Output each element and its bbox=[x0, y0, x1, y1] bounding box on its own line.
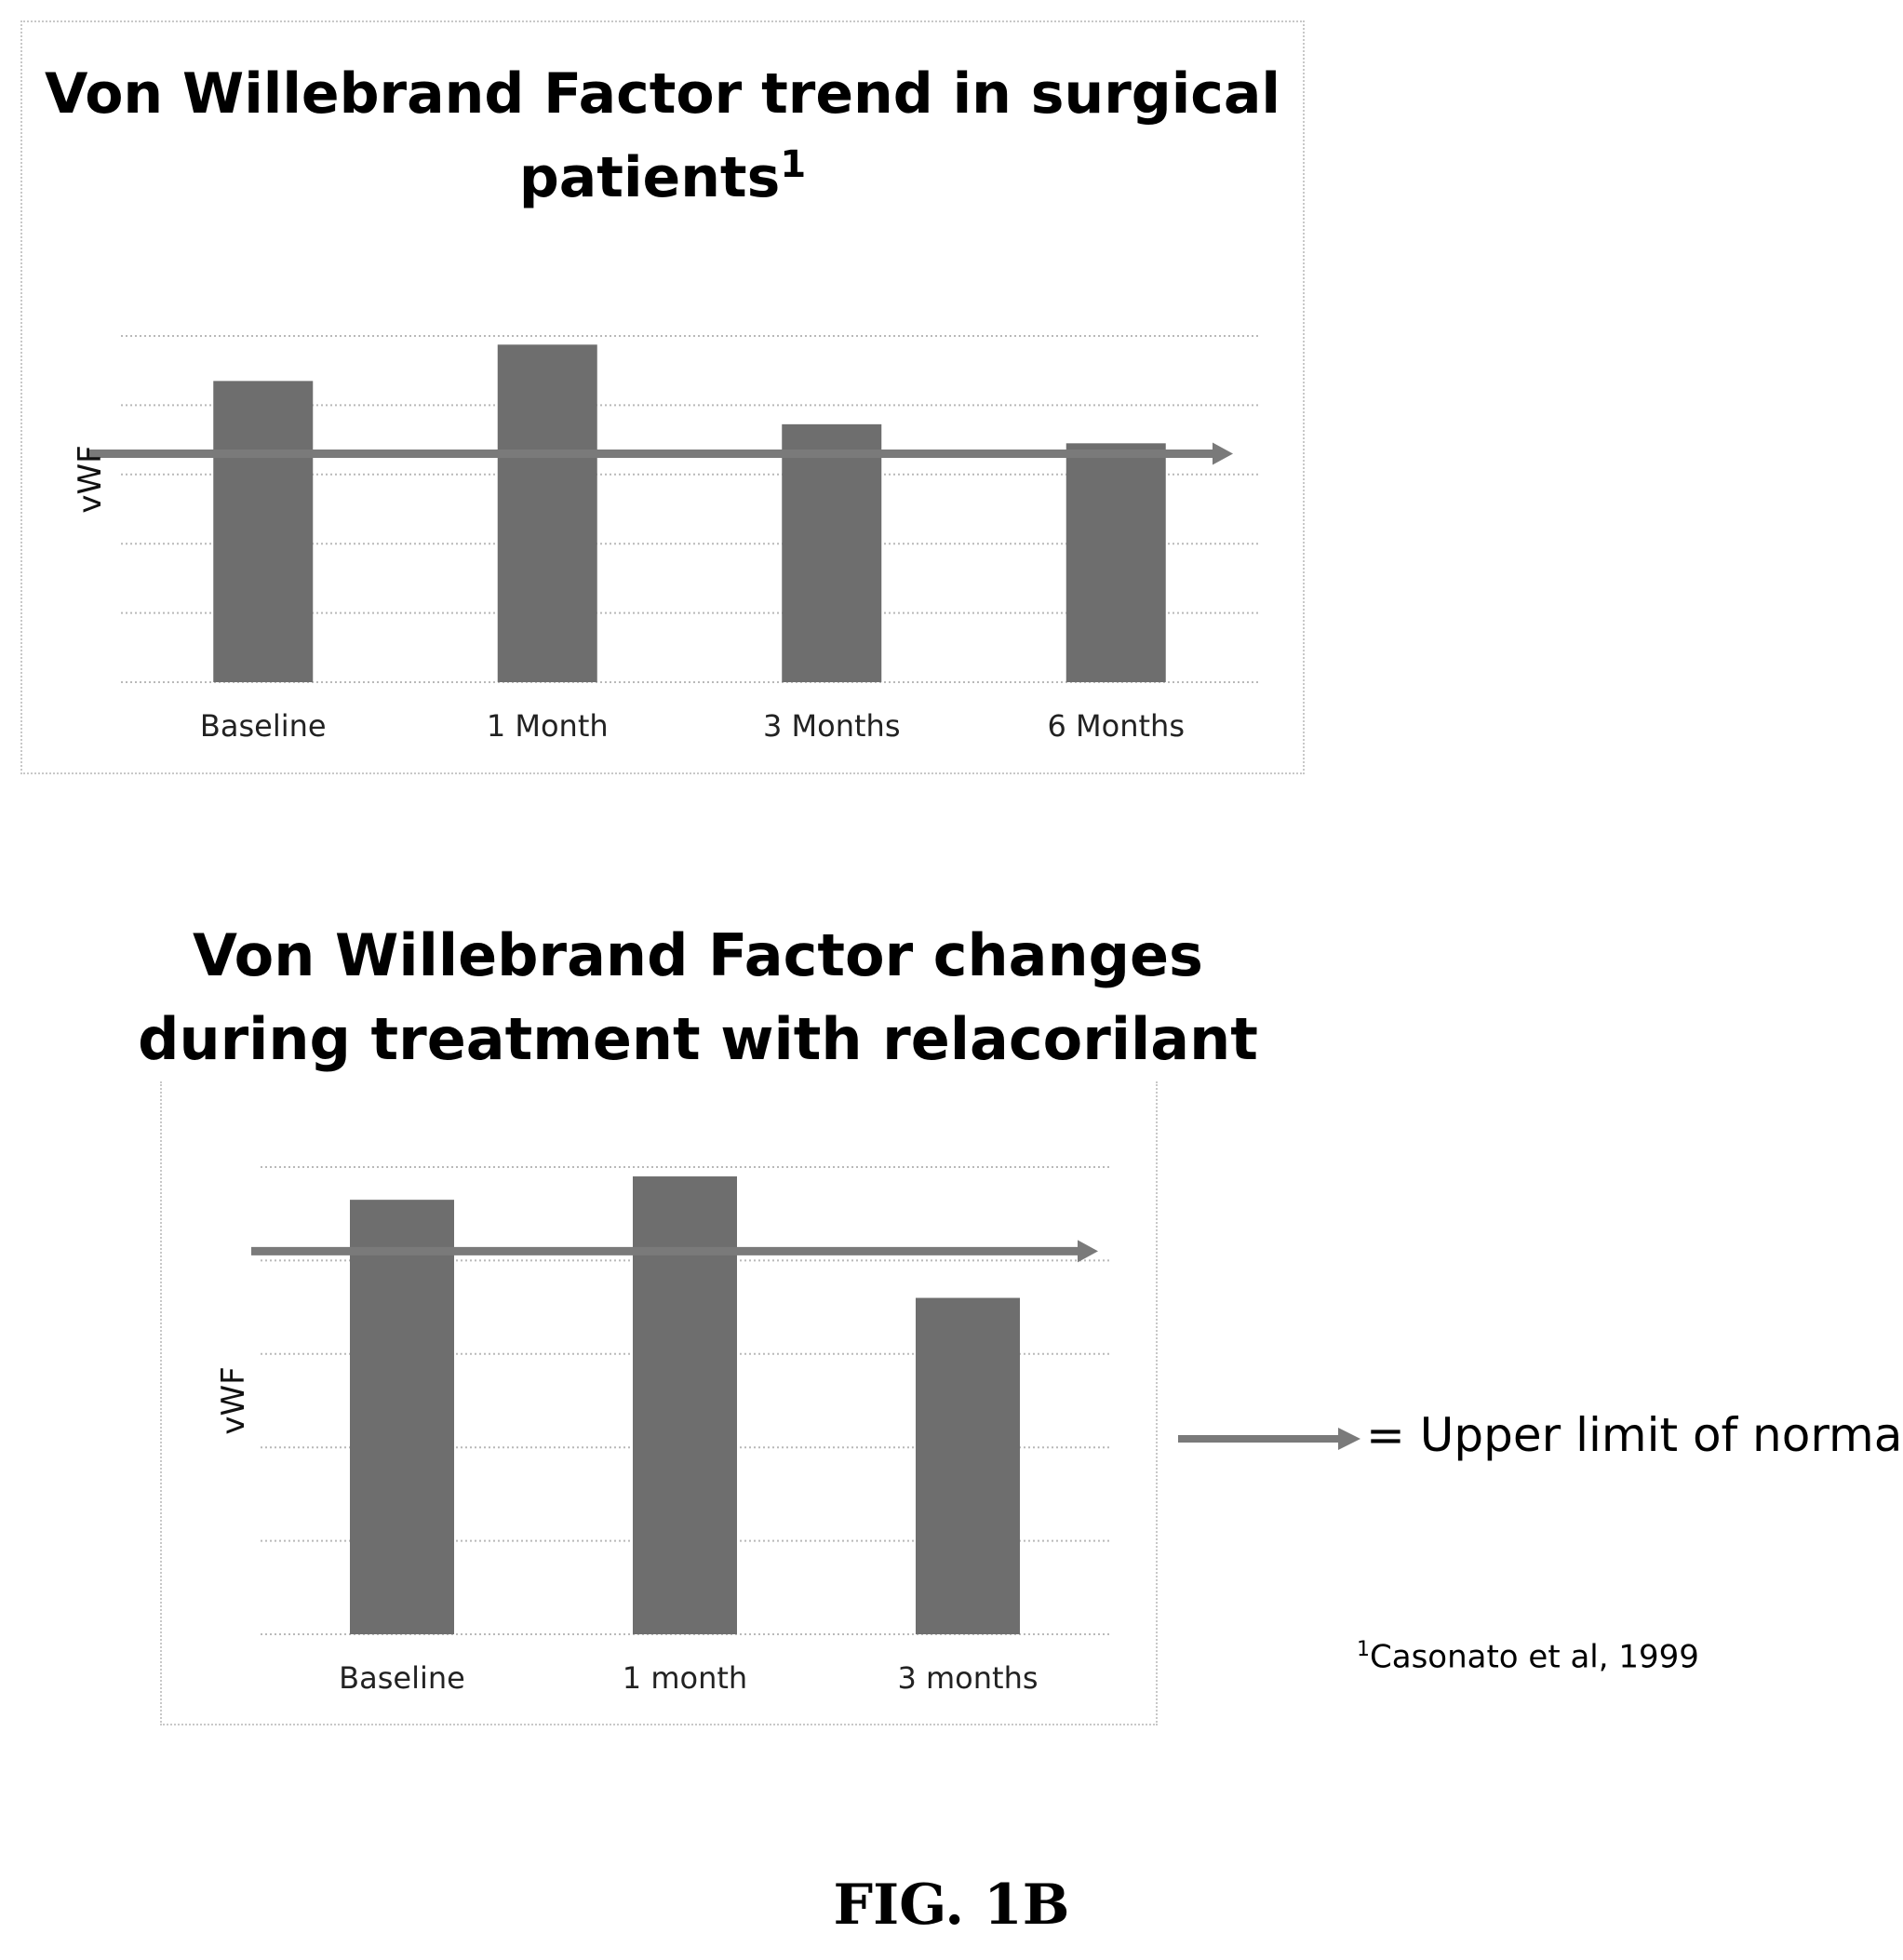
chart-title-superscript: 1 bbox=[780, 143, 807, 186]
x-tick-label: 3 months bbox=[897, 1660, 1038, 1696]
x-tick-label: 1 Month bbox=[487, 708, 609, 744]
figure-label: FIG. 1B bbox=[833, 1873, 1070, 1938]
bar-3-months bbox=[782, 423, 882, 682]
bar-baseline bbox=[213, 381, 314, 682]
bar-3-months bbox=[916, 1297, 1020, 1634]
chart-panel-surgical bbox=[20, 20, 1305, 774]
footnote-marker: 1 bbox=[1357, 1638, 1370, 1661]
bar-6-months bbox=[1065, 443, 1166, 682]
y-axis-label: vWF bbox=[72, 445, 109, 513]
bar-1-month bbox=[633, 1176, 737, 1634]
legend bbox=[1178, 1428, 1360, 1450]
footnote-text: Casonato et al, 1999 bbox=[1370, 1638, 1699, 1676]
x-tick-label: 6 Months bbox=[1048, 708, 1186, 744]
arrow-right-icon bbox=[1213, 442, 1233, 465]
x-tick-label: 1 month bbox=[623, 1660, 747, 1696]
bar-baseline bbox=[350, 1200, 454, 1634]
footnote: 1Casonato et al, 1999 bbox=[1357, 1638, 1699, 1675]
arrow-right-icon bbox=[1078, 1240, 1098, 1263]
arrow-right-icon bbox=[1178, 1428, 1360, 1450]
chart-title-surgical-text: Von Willebrand Factor trend in surgical … bbox=[45, 61, 1280, 210]
chart-title-surgical: Von Willebrand Factor trend in surgical … bbox=[20, 52, 1305, 220]
chart-title-relacorilant: Von Willebrand Factor changes during tre… bbox=[138, 921, 1258, 1073]
x-tick-label: Baseline bbox=[339, 1660, 465, 1696]
bar-1-month bbox=[497, 344, 597, 682]
x-tick-label: Baseline bbox=[200, 708, 327, 744]
legend-label: = Upper limit of normal bbox=[1366, 1408, 1903, 1462]
x-tick-label: 3 Months bbox=[763, 708, 901, 744]
y-axis-label: vWF bbox=[215, 1366, 252, 1434]
chart-panel-relacorilant bbox=[160, 1081, 1158, 1725]
